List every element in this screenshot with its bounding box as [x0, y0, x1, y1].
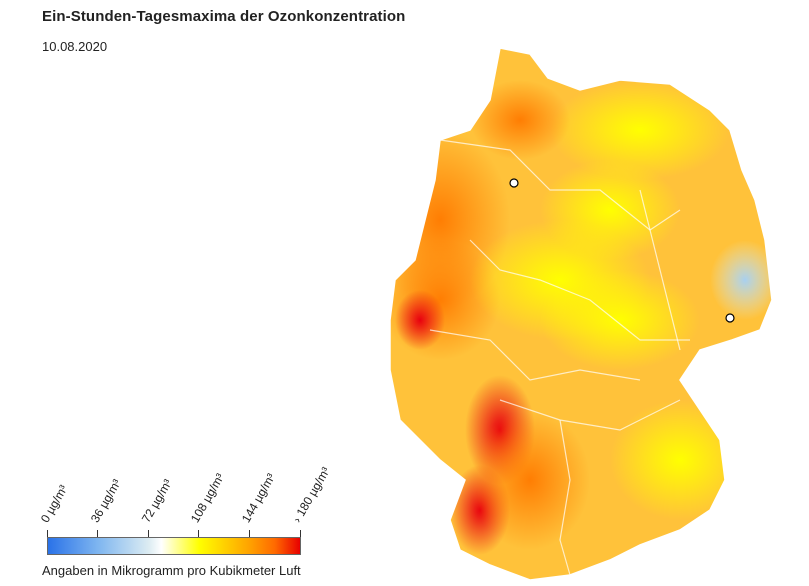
city-marker [509, 178, 519, 188]
map-title: Ein-Stunden-Tagesmaxima der Ozonkonzentr… [42, 8, 406, 25]
legend-tick-label: 144 µg/m³ [238, 470, 279, 525]
legend-tick-mark [148, 530, 149, 537]
legend-tick-mark [47, 530, 48, 537]
legend-tick-mark [97, 530, 98, 537]
legend-tick-label: 108 µg/m³ [187, 470, 228, 525]
legend-tick-mark [249, 530, 250, 537]
legend-caption: Angaben in Mikrogramm pro Kubikmeter Luf… [42, 563, 301, 578]
legend-color-bar [47, 537, 301, 555]
legend-tick-label: 0 µg/m³ [37, 482, 71, 525]
legend-tick-label: 72 µg/m³ [138, 476, 175, 525]
legend-tick-mark [198, 530, 199, 537]
legend-tick-label: › 180 µg/m³ [289, 464, 333, 525]
city-marker [725, 313, 735, 323]
ozone-map [389, 47, 773, 581]
map-date: 10.08.2020 [42, 39, 108, 54]
legend-tick-label: 36 µg/m³ [87, 476, 124, 525]
legend-tick-mark [300, 530, 301, 537]
